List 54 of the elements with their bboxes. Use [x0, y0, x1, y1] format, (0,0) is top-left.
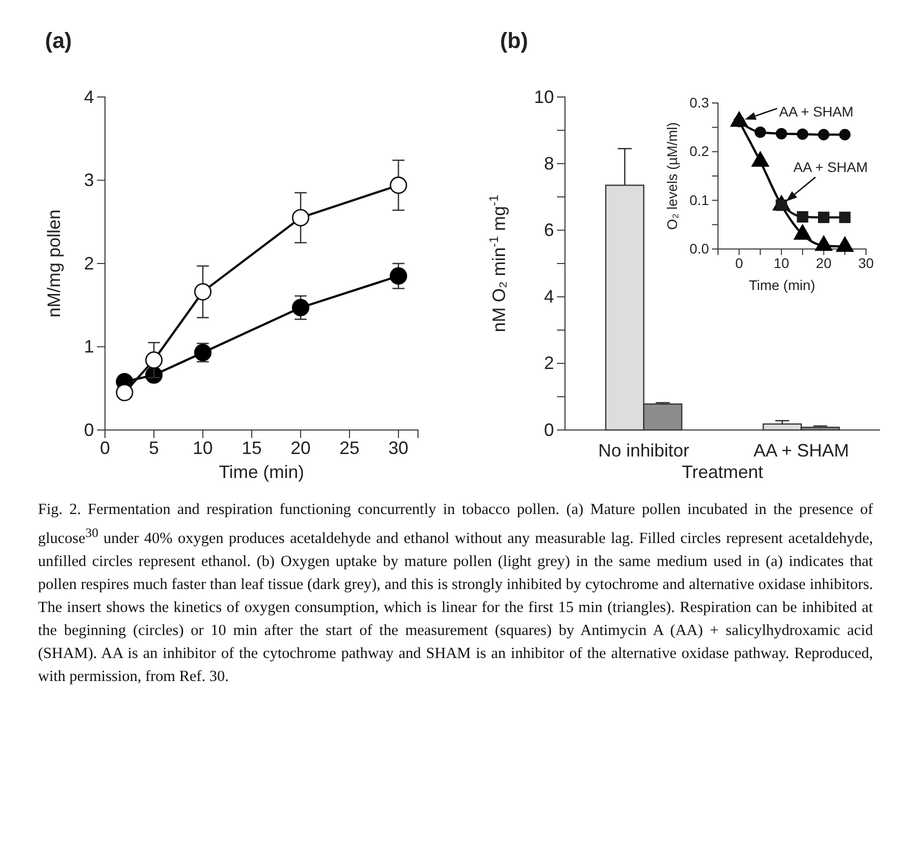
point	[145, 351, 163, 369]
x-axis-title: Time (min)	[218, 462, 304, 482]
x-tick-label: No inhibitor	[598, 440, 690, 460]
point	[390, 267, 408, 285]
x-tick-label: 20	[290, 438, 311, 458]
chart-title: (a)	[45, 28, 72, 53]
x-tick-label: 20	[816, 254, 832, 271]
y-axis-title: O₂ levels (µM/ml)	[664, 122, 680, 230]
y-tick-label: 4	[84, 86, 94, 107]
point	[292, 298, 310, 316]
y-tick-label: 3	[84, 170, 94, 190]
y-tick-label: 0.1	[690, 192, 710, 208]
y-tick-label: 10	[534, 86, 554, 107]
x-axis-title: Treatment	[682, 462, 764, 482]
point	[116, 384, 134, 402]
point	[794, 224, 812, 240]
x-tick-label: 0	[735, 254, 744, 271]
point	[754, 126, 766, 138]
x-tick-label: 5	[148, 438, 159, 458]
point	[194, 283, 212, 301]
y-tick-label: 1	[84, 336, 94, 357]
x-tick-label: 30	[858, 254, 874, 271]
y-tick-label: 4	[544, 286, 554, 307]
point	[292, 209, 310, 226]
x-tick-label: 10	[192, 438, 213, 458]
x-axis-title: Time (min)	[748, 277, 816, 293]
annotation: AA + SHAM	[793, 159, 868, 176]
point	[818, 128, 830, 140]
chart-title: (b)	[500, 28, 528, 53]
y-tick-label: 0.3	[690, 94, 710, 110]
text: Fig. 2. Fermentation and respiration functioning concurrently in tobacco pollen. (a) Mature pollen incubated in the presence of glucose$^{30}$ under 40% oxygen produces acetaldehyde and ethanol without any measurable lag. Filled circles represent acetaldehyde, unfilled circles represent ethanol. (b) Oxygen uptake by mature pollen (light grey) in the same medium used in (a) indicates that pollen respires much faster than leaf tissue (dark grey), and this is strongly inhibited by cytochrome and alternative oxidase inhibitors. The insert shows the kinetics of oxygen consumption, which is linear for the first 15 min (triangles). Respiration can be inhibited at the beginning (circles) or 10 min after the start of the measurement (squares) by Antimycin A (AA) + salicylhydroxamic acid (SHAM). AA is an inhibitor of the cytochrome pathway and SHAM is an inhibitor of the alternative oxidase pathway. Reproduced, with permission, from Ref. 30.	[38, 501, 873, 686]
point	[836, 236, 854, 252]
y-tick-label: 6	[544, 220, 554, 240]
y-tick-label: 0.2	[690, 143, 710, 160]
point	[776, 128, 788, 140]
point	[796, 128, 808, 140]
x-tick-label: 25	[340, 438, 360, 458]
y-tick-label: 2	[84, 253, 94, 274]
y-tick-label: 2	[544, 353, 554, 374]
annotation: AA + SHAM	[779, 103, 854, 120]
y-axis-title: nM/mg pollen	[44, 209, 64, 318]
x-tick-label: 30	[388, 438, 408, 458]
point	[839, 128, 851, 140]
y-tick-label: 0	[544, 420, 554, 440]
x-tick-label: AA + SHAM	[753, 440, 850, 460]
x-tick-label: 10	[774, 254, 790, 271]
y-tick-label: 0	[84, 420, 94, 440]
point	[752, 152, 769, 167]
x-tick-label: 0	[100, 438, 110, 458]
y-tick-label: 0.0	[690, 240, 710, 256]
y-tick-label: 8	[544, 153, 554, 174]
x-tick-label: 15	[242, 438, 262, 458]
point	[390, 176, 408, 194]
point	[815, 236, 832, 251]
